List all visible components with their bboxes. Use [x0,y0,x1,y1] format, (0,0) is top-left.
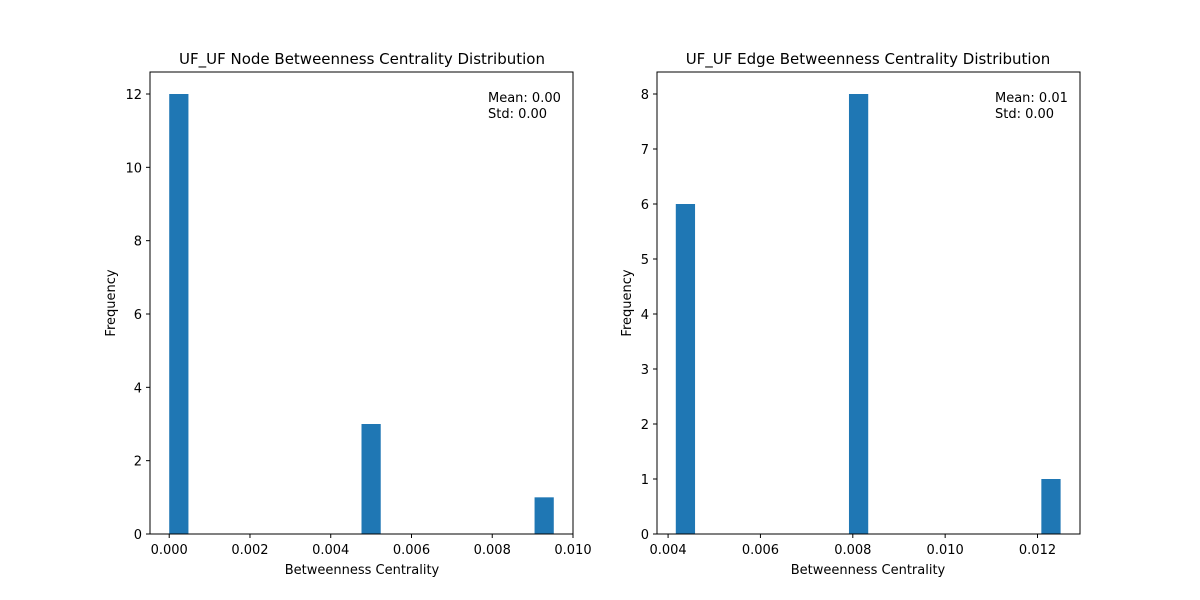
x-tick-label: 0.008 [834,543,871,558]
y-axis-label: Frequency [620,269,635,336]
histogram-bar-2 [1041,479,1061,534]
plot-frame [656,71,1081,535]
stats-annotation-mean: Mean: 0.00 [488,91,561,106]
x-tick-label: 0.008 [474,543,511,558]
histogram-bar-1 [361,424,381,534]
x-tick-label: 0.010 [554,543,591,558]
y-tick-label: 2 [641,418,649,433]
stats-annotation-std: Std: 0.00 [995,107,1054,122]
histogram-bar-0 [675,204,696,534]
y-tick-label: 7 [641,143,649,158]
stats-annotation-mean: Mean: 0.01 [995,91,1068,106]
x-tick-label: 0.004 [312,543,349,558]
x-tick-label: 0.002 [231,543,268,558]
stats-annotation-std: Std: 0.00 [488,107,547,122]
y-tick-label: 8 [641,88,649,103]
y-tick-label: 3 [641,363,649,378]
chart-title: UF_UF Edge Betweenness Centrality Distri… [686,50,1051,69]
x-axis-label: Betweenness Centrality [285,563,440,578]
node-betweenness-histogram: UF_UF Node Betweenness Centrality Distri… [104,50,592,578]
y-tick-label: 4 [641,308,649,323]
x-tick-label: 0.006 [393,543,430,558]
edge-betweenness-histogram: UF_UF Edge Betweenness Centrality Distri… [620,50,1081,578]
y-tick-label: 4 [134,381,142,396]
x-axis-label: Betweenness Centrality [791,563,946,578]
x-tick-label: 0.004 [649,543,686,558]
chart-title: UF_UF Node Betweenness Centrality Distri… [179,50,545,69]
y-tick-label: 8 [134,235,142,250]
y-tick-label: 1 [641,473,649,488]
histogram-bar-2 [534,497,554,534]
y-tick-label: 0 [134,528,142,543]
y-tick-label: 12 [125,88,142,103]
x-tick-label: 0.006 [742,543,779,558]
y-tick-label: 10 [125,161,142,176]
y-tick-label: 0 [641,528,649,543]
x-tick-label: 0.000 [151,543,188,558]
x-tick-label: 0.010 [927,543,964,558]
y-tick-label: 2 [134,455,142,470]
plot-frame [149,71,574,535]
y-axis-label: Frequency [104,269,119,336]
histogram-bar-0 [169,94,189,534]
x-tick-label: 0.012 [1019,543,1056,558]
histogram-bar-1 [848,94,869,534]
y-tick-label: 6 [134,308,142,323]
y-tick-label: 5 [641,253,649,268]
y-tick-label: 6 [641,198,649,213]
